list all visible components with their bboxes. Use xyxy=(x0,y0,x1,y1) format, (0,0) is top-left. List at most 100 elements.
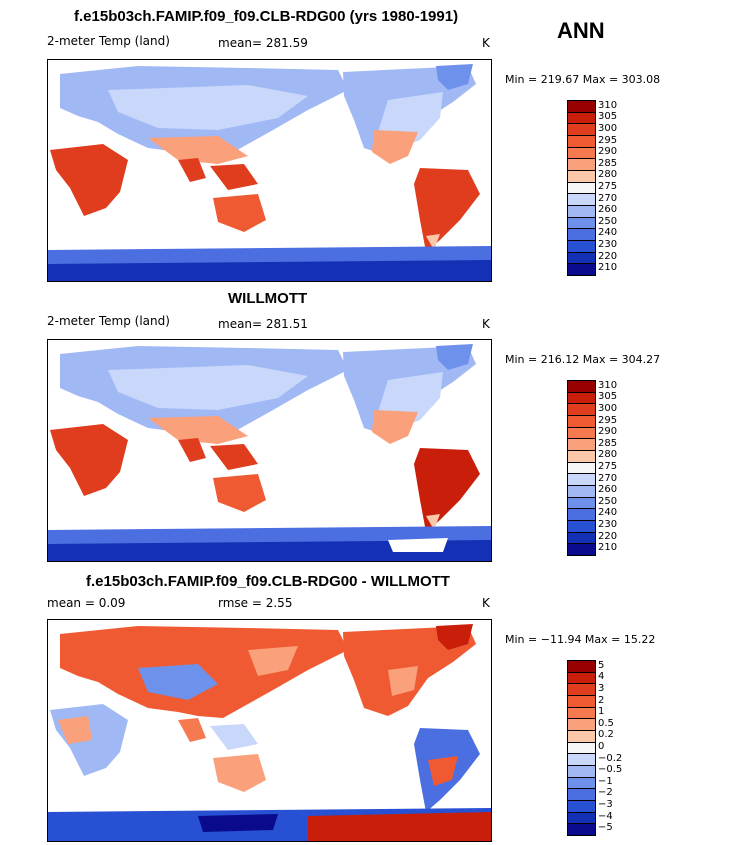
colorbar-level-label: 230 xyxy=(598,519,618,530)
panel-2-map xyxy=(47,339,492,562)
colorbar-level-label: −2 xyxy=(598,787,613,799)
colorbar-level-label: 285 xyxy=(598,157,618,169)
colorbar-swatch xyxy=(568,241,595,253)
colorbar-level-label: 4 xyxy=(598,671,605,683)
panel-3-title: f.e15b03ch.FAMIP.f09_f09.CLB-RDG00 - WIL… xyxy=(86,573,450,590)
colorbar-level-label: 240 xyxy=(598,227,618,239)
colorbar-swatch xyxy=(568,451,595,463)
colorbar-level-label: 290 xyxy=(598,146,618,158)
panel-2-units: K xyxy=(482,317,490,331)
panel-1-variable-label: 2-meter Temp (land) xyxy=(47,34,170,48)
colorbar-level-label: 230 xyxy=(598,239,618,250)
colorbar-swatch xyxy=(568,264,595,276)
panel-3-minmax: Min = −11.94 Max = 15.22 xyxy=(505,633,656,646)
colorbar-swatch xyxy=(568,252,595,265)
colorbar-level-label: 300 xyxy=(598,123,618,134)
colorbar-swatch xyxy=(568,124,595,137)
colorbar-level-label: 220 xyxy=(598,250,618,262)
colorbar-level-label: 280 xyxy=(598,449,618,461)
panel-3-map xyxy=(47,619,492,842)
colorbar-level-label: −1 xyxy=(598,775,613,787)
colorbar-swatch xyxy=(568,462,595,475)
colorbar-swatch xyxy=(568,509,595,522)
panel-3-colorbar xyxy=(567,660,596,836)
colorbar-swatch xyxy=(568,439,595,452)
colorbar-level-label: 295 xyxy=(598,134,618,146)
colorbar-swatch xyxy=(568,696,595,708)
colorbar-level-label: 220 xyxy=(598,530,618,542)
season-label: ANN xyxy=(557,18,605,43)
colorbar-swatch xyxy=(568,427,595,440)
panel-1-title: f.e15b03ch.FAMIP.f09_f09.CLB-RDG00 (yrs … xyxy=(74,8,459,25)
colorbar-swatch xyxy=(568,661,595,673)
colorbar-level-label: −4 xyxy=(598,810,613,822)
colorbar-level-label: 295 xyxy=(598,414,618,426)
colorbar-swatch xyxy=(568,474,595,487)
colorbar-level-label: 210 xyxy=(598,542,618,554)
panel-3-mean-label: mean = 0.09 xyxy=(47,596,126,610)
colorbar-level-label: −5 xyxy=(598,822,613,834)
colorbar-swatch xyxy=(568,112,595,125)
colorbar-level-label: 210 xyxy=(598,262,618,274)
colorbar-level-label: −0.2 xyxy=(598,752,623,764)
colorbar-swatch xyxy=(568,777,595,790)
colorbar-level-label: 290 xyxy=(598,426,618,438)
colorbar-level-label: 240 xyxy=(598,507,618,519)
colorbar-level-label: −0.5 xyxy=(598,764,623,776)
colorbar-level-label: 0.2 xyxy=(598,729,614,741)
colorbar-swatch xyxy=(568,159,595,172)
colorbar-swatch xyxy=(568,392,595,405)
colorbar-swatch xyxy=(568,742,595,755)
colorbar-level-label: 250 xyxy=(598,215,618,227)
colorbar-swatch xyxy=(568,754,595,767)
colorbar-swatch xyxy=(568,217,595,230)
panel-3-rmse-label: rmse = 2.55 xyxy=(218,596,293,610)
map-land-shapes xyxy=(48,624,491,841)
colorbar-swatch xyxy=(568,416,595,428)
colorbar-swatch xyxy=(568,404,595,417)
panel-1-units: K xyxy=(482,36,490,50)
map-land-shapes xyxy=(48,64,491,281)
colorbar-swatch xyxy=(568,719,595,732)
colorbar-swatch xyxy=(568,206,595,218)
colorbar-swatch xyxy=(568,824,595,836)
panel-2-title: WILLMOTT xyxy=(228,290,308,307)
panel-1-minmax: Min = 219.67 Max = 303.08 xyxy=(505,73,661,86)
colorbar-swatch xyxy=(568,101,595,113)
colorbar-level-label: 260 xyxy=(598,204,618,216)
colorbar-level-label: 285 xyxy=(598,437,618,449)
colorbar-level-label: 280 xyxy=(598,169,618,181)
colorbar-swatch xyxy=(568,182,595,195)
colorbar-level-label: 305 xyxy=(598,391,618,403)
colorbar-swatch xyxy=(568,381,595,393)
panel-2-variable-label: 2-meter Temp (land) xyxy=(47,314,170,328)
colorbar-level-label: 275 xyxy=(598,461,618,472)
colorbar-swatch xyxy=(568,801,595,813)
colorbar-level-label: 310 xyxy=(598,379,618,391)
map-land-shapes xyxy=(48,344,491,561)
colorbar-swatch xyxy=(568,731,595,743)
colorbar-level-label: 5 xyxy=(598,659,605,671)
colorbar-swatch xyxy=(568,521,595,533)
colorbar-level-label: −3 xyxy=(598,799,613,810)
colorbar-swatch xyxy=(568,486,595,498)
colorbar-level-label: 305 xyxy=(598,111,618,123)
panel-1-map xyxy=(47,59,492,282)
panel-3-units: K xyxy=(482,596,490,610)
colorbar-swatch xyxy=(568,766,595,778)
colorbar-swatch xyxy=(568,544,595,556)
panel-1-colorbar xyxy=(567,100,596,276)
colorbar-level-label: 310 xyxy=(598,99,618,111)
panel-2-mean-label: mean= 281.51 xyxy=(218,317,308,331)
colorbar-level-label: 275 xyxy=(598,181,618,192)
colorbar-level-label: 2 xyxy=(598,694,605,706)
colorbar-level-label: 300 xyxy=(598,403,618,414)
colorbar-swatch xyxy=(568,136,595,148)
colorbar-swatch xyxy=(568,171,595,183)
colorbar-swatch xyxy=(568,812,595,825)
panel-1-mean-label: mean= 281.59 xyxy=(218,36,308,50)
panel-2-colorbar xyxy=(567,380,596,556)
colorbar-swatch xyxy=(568,672,595,685)
colorbar-swatch xyxy=(568,532,595,545)
colorbar-swatch xyxy=(568,194,595,207)
